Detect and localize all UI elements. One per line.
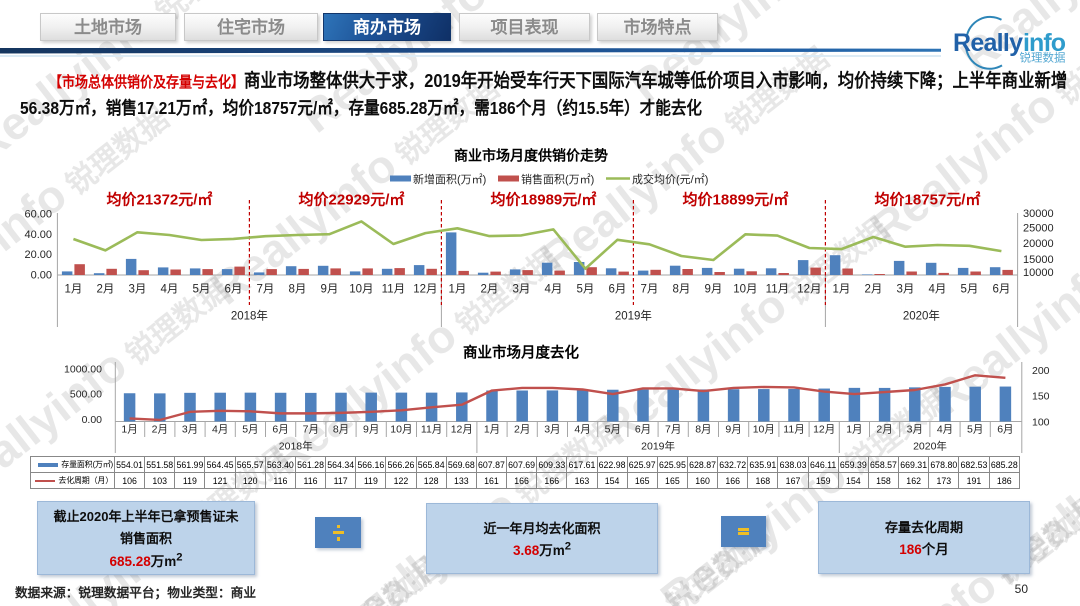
svg-text:30000: 30000 [1023, 208, 1054, 220]
svg-text:20000: 20000 [1023, 238, 1054, 250]
svg-text:1月: 1月 [64, 284, 82, 296]
svg-text:4月: 4月 [212, 424, 228, 436]
svg-text:6月: 6月 [635, 424, 651, 436]
svg-text:5月: 5月 [960, 284, 978, 296]
svg-text:4月: 4月 [928, 284, 946, 296]
svg-text:40.00: 40.00 [24, 229, 52, 241]
svg-text:11月: 11月 [766, 284, 789, 296]
svg-text:均价21372元/㎡: 均价21372元/㎡ [107, 191, 213, 209]
svg-text:9月: 9月 [704, 284, 722, 296]
svg-text:9月: 9月 [363, 424, 379, 436]
svg-text:2019年: 2019年 [615, 309, 652, 323]
svg-text:60.00: 60.00 [24, 208, 52, 220]
svg-text:1月: 1月 [484, 424, 500, 436]
svg-text:7月: 7月 [665, 424, 681, 436]
svg-text:15000: 15000 [1023, 254, 1054, 266]
svg-text:4月: 4月 [544, 284, 562, 296]
svg-text:5月: 5月 [967, 424, 983, 436]
svg-text:5月: 5月 [576, 284, 594, 296]
svg-text:2月: 2月 [96, 284, 114, 296]
svg-text:4月: 4月 [160, 284, 178, 296]
svg-text:10月: 10月 [733, 284, 757, 296]
svg-text:7月: 7月 [640, 284, 658, 296]
svg-text:10月: 10月 [753, 424, 775, 436]
svg-text:均价18899元/㎡: 均价18899元/㎡ [683, 191, 789, 209]
svg-text:均价18757元/㎡: 均价18757元/㎡ [875, 191, 981, 209]
svg-text:2020年: 2020年 [913, 440, 947, 453]
svg-text:8月: 8月 [695, 424, 711, 436]
svg-text:3月: 3月 [182, 424, 198, 436]
svg-text:0.00: 0.00 [82, 414, 103, 426]
svg-text:2月: 2月 [864, 284, 882, 296]
svg-text:2020年: 2020年 [903, 309, 940, 323]
svg-text:5月: 5月 [192, 284, 210, 296]
svg-text:3月: 3月 [896, 284, 914, 296]
svg-text:2月: 2月 [876, 424, 892, 436]
svg-text:12月: 12月 [797, 284, 821, 296]
svg-text:10月: 10月 [349, 284, 373, 296]
svg-text:1月: 1月 [832, 284, 850, 296]
svg-text:0.00: 0.00 [31, 270, 52, 282]
svg-text:6月: 6月 [224, 284, 242, 296]
svg-text:100: 100 [1032, 417, 1050, 429]
svg-text:info: info [1023, 29, 1066, 57]
svg-text:4月: 4月 [574, 424, 590, 436]
svg-text:4月: 4月 [937, 424, 953, 436]
svg-text:12月: 12月 [451, 424, 473, 436]
svg-text:12月: 12月 [813, 424, 835, 436]
svg-text:5月: 5月 [242, 424, 258, 436]
svg-text:2月: 2月 [152, 424, 168, 436]
svg-text:3月: 3月 [907, 424, 923, 436]
svg-text:7月: 7月 [303, 424, 319, 436]
svg-text:5月: 5月 [605, 424, 621, 436]
svg-text:9月: 9月 [725, 424, 741, 436]
svg-text:11月: 11月 [382, 284, 405, 296]
svg-text:锐理数据: 锐理数据 [1020, 51, 1066, 65]
svg-text:6月: 6月 [272, 424, 288, 436]
svg-text:3月: 3月 [512, 284, 530, 296]
svg-text:500.00: 500.00 [70, 389, 102, 401]
svg-text:新增面积(万㎡): 新增面积(万㎡) [413, 172, 486, 186]
svg-text:150: 150 [1032, 391, 1050, 403]
svg-text:均价22929元/㎡: 均价22929元/㎡ [299, 191, 405, 209]
svg-text:2月: 2月 [514, 424, 530, 436]
svg-text:200: 200 [1032, 365, 1050, 377]
svg-text:10月: 10月 [390, 424, 412, 436]
svg-text:2019年: 2019年 [641, 440, 675, 453]
svg-text:商业市场月度去化: 商业市场月度去化 [463, 344, 579, 362]
svg-text:3月: 3月 [544, 424, 560, 436]
svg-text:6月: 6月 [997, 424, 1013, 436]
svg-text:商业市场月度供销价走势: 商业市场月度供销价走势 [454, 148, 608, 164]
svg-text:3月: 3月 [128, 284, 146, 296]
svg-text:销售面积(万㎡): 销售面积(万㎡) [521, 172, 594, 186]
svg-text:7月: 7月 [256, 284, 274, 296]
svg-text:8月: 8月 [288, 284, 306, 296]
svg-text:6月: 6月 [608, 284, 626, 296]
svg-text:1月: 1月 [846, 424, 862, 436]
svg-text:1月: 1月 [448, 284, 466, 296]
svg-text:11月: 11月 [783, 424, 804, 436]
svg-text:6月: 6月 [992, 284, 1010, 296]
svg-text:11月: 11月 [421, 424, 442, 436]
svg-text:9月: 9月 [320, 284, 338, 296]
svg-text:25000: 25000 [1023, 223, 1054, 235]
svg-text:2018年: 2018年 [279, 440, 313, 453]
svg-text:8月: 8月 [333, 424, 349, 436]
svg-text:均价18989元/㎡: 均价18989元/㎡ [491, 191, 597, 209]
svg-text:1000.00: 1000.00 [64, 364, 102, 376]
svg-text:成交均价(元/㎡): 成交均价(元/㎡) [632, 172, 708, 186]
svg-text:10000: 10000 [1023, 267, 1054, 279]
svg-text:1月: 1月 [121, 424, 137, 436]
svg-text:2月: 2月 [480, 284, 498, 296]
svg-text:20.00: 20.00 [24, 249, 52, 261]
svg-text:Really: Really [953, 29, 1023, 57]
svg-text:8月: 8月 [672, 284, 690, 296]
svg-text:2018年: 2018年 [231, 309, 268, 323]
svg-text:12月: 12月 [413, 284, 437, 296]
